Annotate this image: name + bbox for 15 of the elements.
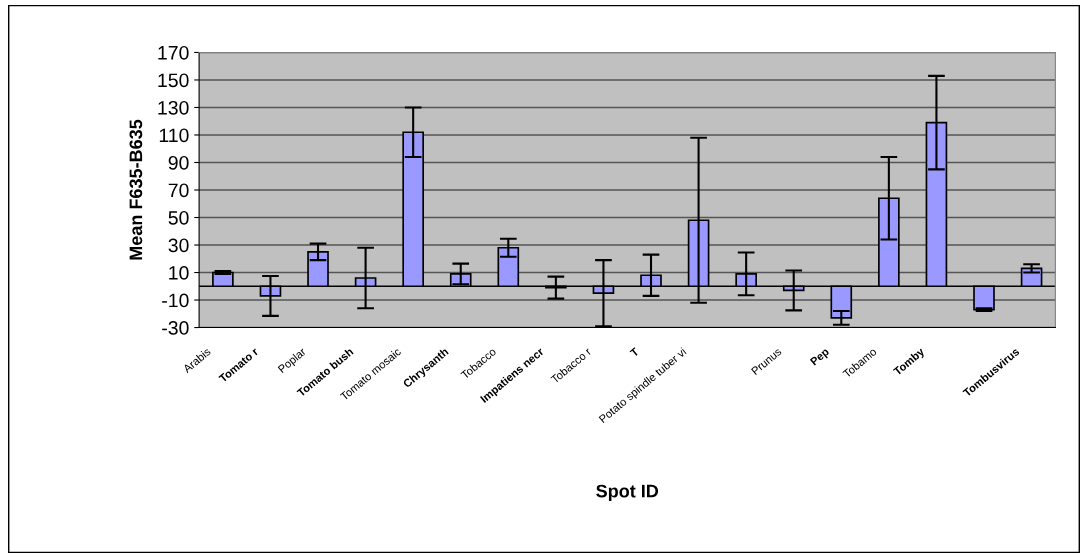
y-tick-label: -10 (162, 293, 189, 308)
x-axis-title: Spot ID (596, 484, 659, 502)
y-tick-label: 10 (169, 266, 189, 280)
y-tick-label: 70 (168, 183, 189, 198)
y-tick-label: 50 (168, 210, 189, 225)
y-tick-label: 170 (158, 45, 189, 60)
y-tick-label: 110 (159, 128, 189, 143)
y-axis-title: Mean F635-B635 (129, 119, 143, 260)
y-tick-label: 150 (158, 73, 189, 88)
y-tick-label: 30 (168, 238, 189, 253)
x-tick-label: T (629, 347, 640, 358)
y-tick-label: 90 (168, 155, 189, 170)
y-tick-label: 130 (158, 100, 189, 115)
y-tick-label: -30 (162, 321, 189, 335)
x-tick-label: Pep (809, 347, 831, 368)
